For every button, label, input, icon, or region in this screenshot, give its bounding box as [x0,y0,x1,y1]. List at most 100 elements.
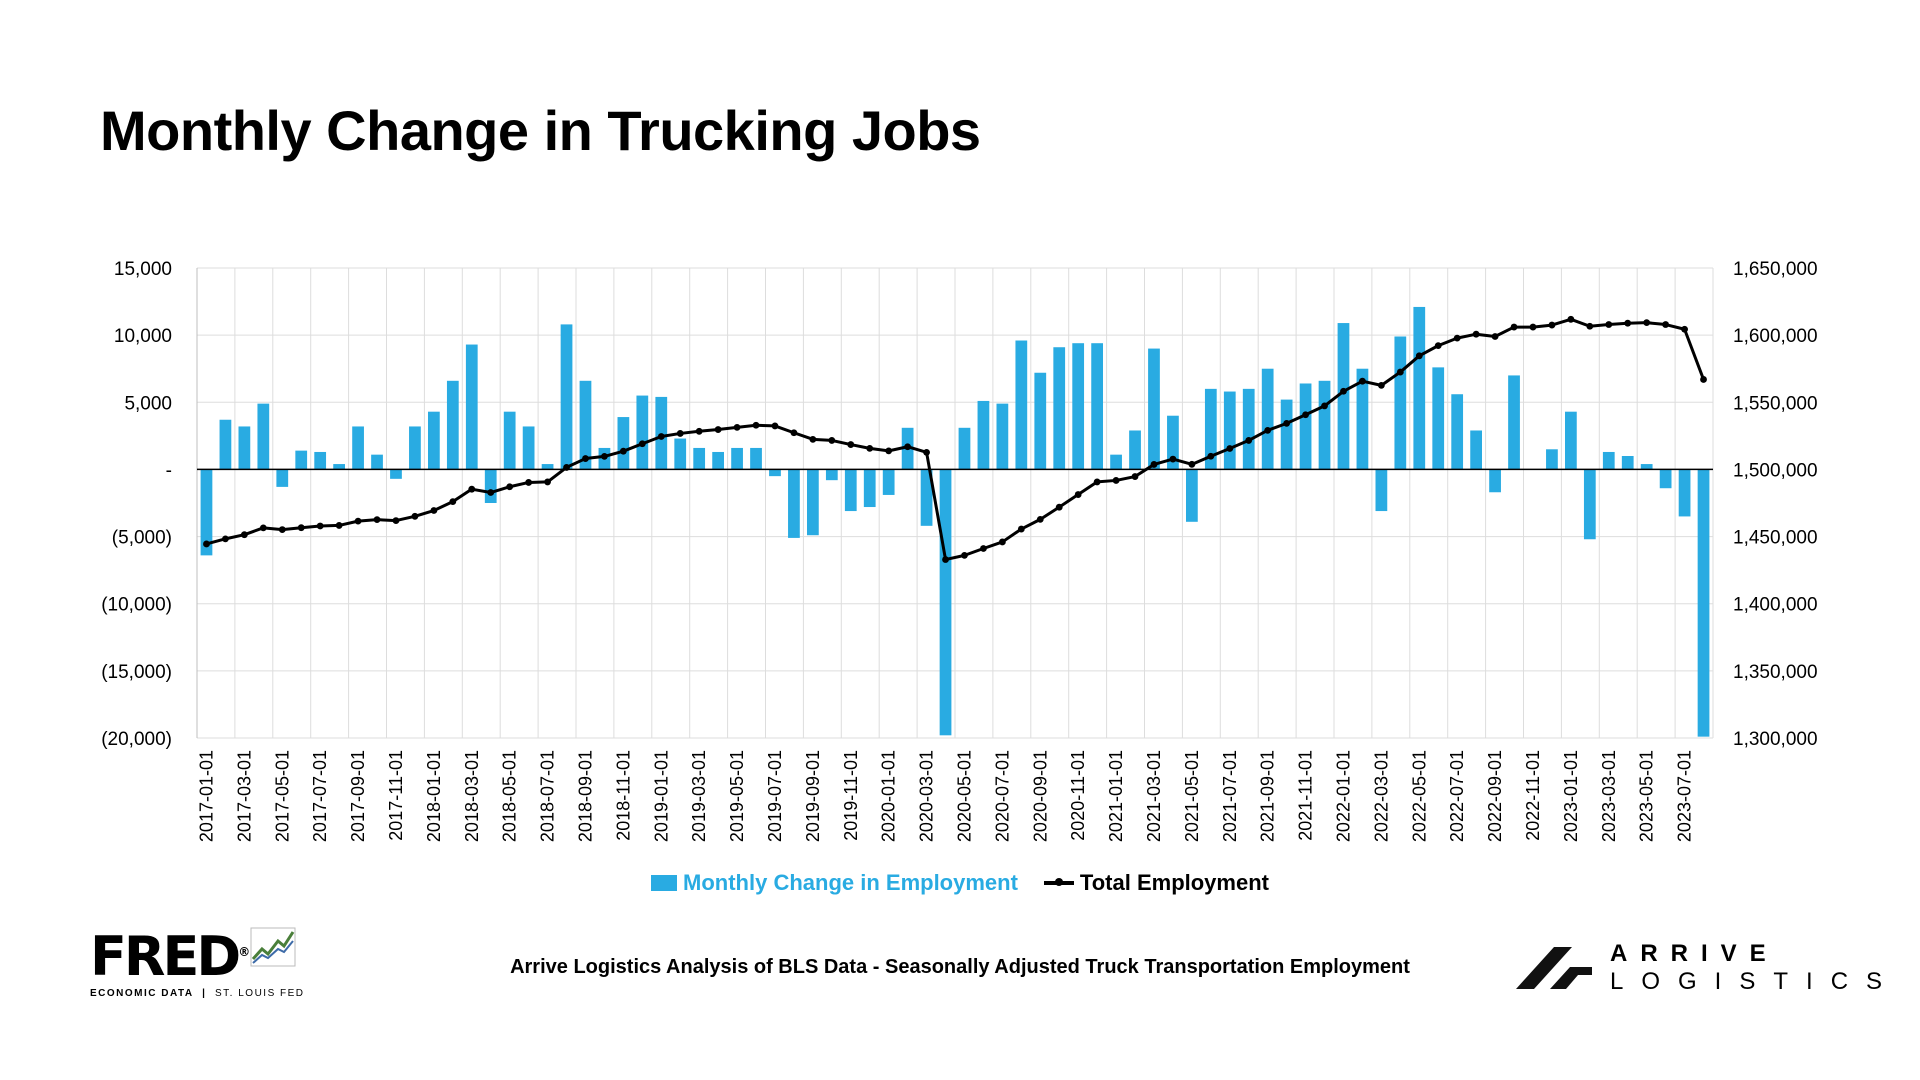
bar-2019-04-01 [712,451,724,470]
bar-2020-01-01 [882,469,895,495]
x-tick-label: 2017-07-01 [310,750,330,842]
point-2019-02-01 [676,430,684,437]
x-tick-label: 2023-01-01 [1561,750,1581,842]
point-2021-06-01 [1207,452,1215,460]
x-tick-label: 2018-03-01 [462,750,482,842]
x-tick-label: 2023-07-01 [1675,750,1695,842]
bar-2021-06-01 [1204,388,1217,470]
bar-2022-05-01 [1413,306,1426,470]
bar-2022-02-01 [1356,368,1369,470]
y-left-tick-label: (15,000) [101,662,172,683]
x-tick-label: 2022-03-01 [1371,750,1391,842]
x-tick-label: 2021-11-01 [1296,750,1316,841]
point-2018-03-01 [468,485,476,493]
point-2020-03-01 [923,448,930,456]
y-right-tick-label: 1,300,000 [1733,729,1818,750]
x-tick-label: 2019-03-01 [689,750,709,842]
x-tick-label: 2022-07-01 [1447,750,1467,842]
point-2022-10-01 [1510,323,1518,331]
x-tick-label: 2018-07-01 [538,750,558,842]
point-2022-02-01 [1359,377,1366,385]
point-2022-03-01 [1377,381,1385,389]
bar-2023-04-01 [1621,456,1634,470]
point-2019-07-01 [771,422,779,430]
bar-2020-11-01 [1072,343,1085,470]
x-tick-label: 2019-09-01 [803,750,823,842]
point-2019-03-01 [695,427,703,435]
bar-2022-07-01 [1451,394,1464,470]
bar-2020-07-01 [996,403,1009,470]
x-tick-label: 2017-09-01 [348,750,368,842]
bar-2019-06-01 [750,447,762,470]
bar-2017-01-01 [200,469,213,556]
bar-2021-04-01 [1167,415,1179,470]
point-2020-02-01 [904,443,912,451]
bar-2017-04-01 [257,403,270,470]
arrive-logo: ARRIVE LOGISTICS [1516,940,1900,996]
bar-2023-05-01 [1640,464,1653,470]
bar-2018-12-01 [636,395,649,470]
point-2023-07-01 [1681,325,1688,333]
point-2022-01-01 [1340,387,1347,395]
y-right-tick-label: 1,600,000 [1733,326,1818,347]
point-2021-11-01 [1302,411,1309,419]
bar-2019-03-01 [693,447,706,470]
point-2020-12-01 [1093,478,1101,486]
bar-2018-06-01 [522,426,535,470]
x-tick-label: 2022-11-01 [1523,750,1543,841]
point-2017-04-01 [259,524,267,532]
point-2022-12-01 [1548,321,1556,329]
y-right-tick-label: 1,550,000 [1733,393,1818,414]
point-2023-04-01 [1624,319,1632,327]
point-2022-06-01 [1434,342,1442,350]
point-2020-07-01 [998,538,1006,546]
bar-2018-09-01 [579,380,592,470]
point-2021-04-01 [1169,455,1177,463]
bar-2021-10-01 [1280,399,1293,470]
fred-wordmark: FRED® [90,925,251,988]
point-2023-01-01 [1567,315,1575,323]
legend-item-total-employment: Total Employment [1043,870,1269,896]
bar-2023-02-01 [1583,469,1596,540]
bar-2019-07-01 [769,469,781,477]
point-2018-02-01 [449,498,457,506]
bar-2022-10-01 [1508,375,1520,470]
bar-2020-06-01 [977,400,990,470]
bar-2018-01-01 [428,411,440,470]
bar-2018-11-01 [617,417,630,470]
point-2021-09-01 [1264,426,1272,434]
legend-bar-swatch [651,875,678,891]
point-2021-10-01 [1283,419,1291,427]
y-right-tick-label: 1,400,000 [1733,595,1818,616]
point-2017-08-01 [335,522,343,529]
legend-label-monthly-change: Monthly Change in Employment [683,870,1018,895]
point-2019-05-01 [733,423,741,431]
point-2022-11-01 [1529,323,1537,331]
point-2022-04-01 [1396,368,1404,376]
point-2019-01-01 [657,433,665,440]
y-right-tick-label: 1,450,000 [1733,528,1818,549]
x-tick-label: 2020-07-01 [992,750,1012,842]
x-tick-label: 2019-07-01 [765,750,785,842]
bar-2020-09-01 [1034,372,1047,470]
point-2019-09-01 [809,435,817,443]
bar-2021-08-01 [1242,388,1255,470]
point-2021-07-01 [1226,445,1234,452]
point-2023-06-01 [1662,321,1670,328]
bar-2020-05-01 [958,427,971,470]
bar-2019-11-01 [844,469,857,512]
bar-2022-08-01 [1470,430,1482,470]
y-left-tick-label: 5,000 [124,393,172,414]
x-tick-label: 2020-01-01 [879,750,899,842]
footer-note: Arrive Logistics Analysis of BLS Data - … [510,956,1410,978]
point-2022-07-01 [1453,334,1461,342]
point-2017-05-01 [278,526,286,533]
bar-2017-10-01 [371,454,383,470]
bar-2021-09-01 [1261,368,1274,470]
chart-legend: Monthly Change in Employment Total Emplo… [0,870,1920,896]
point-2019-12-01 [866,444,874,452]
x-tick-label: 2017-05-01 [272,750,292,842]
bar-2022-04-01 [1394,336,1407,470]
point-2023-08-01 [1700,376,1707,383]
bar-2020-04-01 [939,469,952,736]
